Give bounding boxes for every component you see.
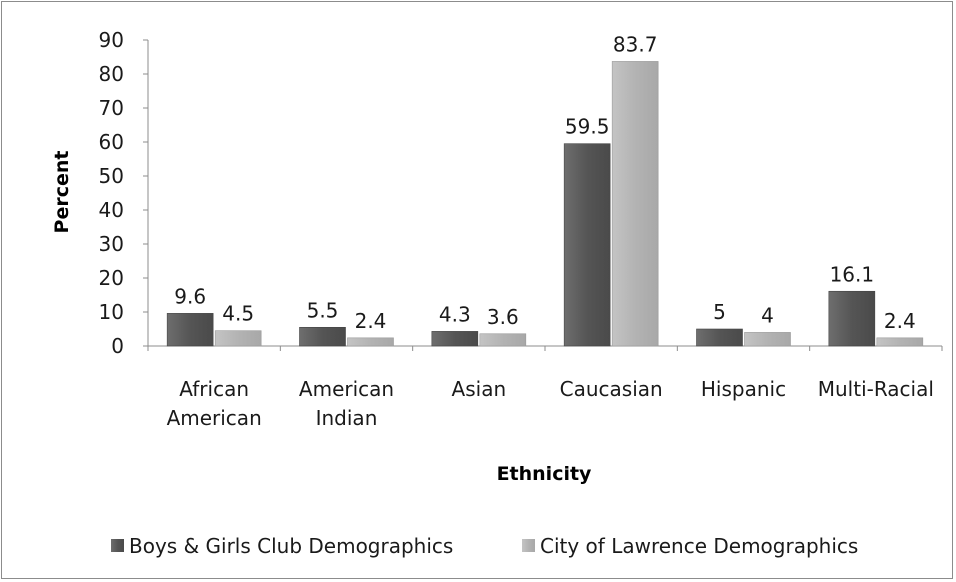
- data-label: 5: [713, 300, 726, 324]
- data-label: 2.4: [355, 309, 387, 333]
- data-label: 83.7: [613, 32, 658, 56]
- category-label: American: [167, 406, 262, 430]
- bar-city-of-lawrence: [347, 337, 394, 347]
- category-label: Asian: [452, 377, 507, 401]
- data-label: 5.5: [307, 298, 339, 322]
- bars-group: [166, 61, 924, 347]
- bar-boys-girls-club: [563, 143, 611, 347]
- data-label: 2.4: [884, 309, 916, 333]
- bar-boys-girls-club: [431, 331, 479, 347]
- y-tick-label: 40: [99, 198, 124, 222]
- bar-city-of-lawrence: [611, 61, 659, 347]
- bar-city-of-lawrence: [876, 337, 924, 347]
- bar-boys-girls-club: [299, 326, 346, 347]
- y-tick-label: 70: [99, 96, 124, 120]
- bar-boys-girls-club: [828, 290, 876, 347]
- category-label: African: [179, 377, 249, 401]
- data-label: 59.5: [565, 115, 610, 139]
- category-label: Multi-Racial: [818, 377, 934, 401]
- category-labels-group: African American American Indian Asian Caucas…: [167, 377, 934, 430]
- data-label: 4: [761, 303, 774, 327]
- category-label: Indian: [316, 406, 378, 430]
- data-label: 16.1: [830, 262, 875, 286]
- data-label: 4.3: [439, 302, 471, 326]
- x-axis: [147, 345, 943, 351]
- y-axis: 0 10 20 30 40 50 60 70 80 90: [99, 28, 149, 358]
- legend-swatch-city-of-lawrence: [522, 539, 535, 552]
- legend-swatch-boys-girls-club: [111, 539, 124, 552]
- legend-label-city-of-lawrence: City of Lawrence Demographics: [540, 534, 858, 558]
- category-label: Caucasian: [560, 377, 663, 401]
- y-tick-label: 90: [99, 28, 124, 52]
- data-label: 3.6: [487, 305, 519, 329]
- y-tick-label: 80: [99, 62, 124, 86]
- y-tick-label: 50: [99, 164, 124, 188]
- category-label: American: [299, 377, 394, 401]
- x-axis-title: Ethnicity: [497, 463, 592, 485]
- bar-city-of-lawrence: [214, 330, 262, 347]
- legend-label-boys-girls-club: Boys & Girls Club Demographics: [129, 534, 453, 558]
- bar-boys-girls-club: [166, 313, 214, 347]
- bar-boys-girls-club: [696, 328, 743, 347]
- data-label: 9.6: [174, 284, 206, 308]
- y-axis-title: Percent: [51, 151, 73, 234]
- data-labels-group: 9.6 5.5 4.3 59.5 5 16.1 4.5 2.4 3.6 83.7 4 2.4: [174, 32, 915, 332]
- bar-city-of-lawrence: [479, 333, 527, 347]
- y-tick-label: 10: [99, 300, 124, 324]
- y-tick-label: 30: [99, 232, 124, 256]
- y-tick-label: 0: [111, 334, 124, 358]
- legend: Boys & Girls Club Demographics City of L…: [111, 534, 858, 558]
- y-tick-label: 60: [99, 130, 124, 154]
- data-label: 4.5: [222, 302, 254, 326]
- y-tick-label: 20: [99, 266, 124, 290]
- category-label: Hispanic: [701, 377, 786, 401]
- bar-city-of-lawrence: [744, 332, 791, 347]
